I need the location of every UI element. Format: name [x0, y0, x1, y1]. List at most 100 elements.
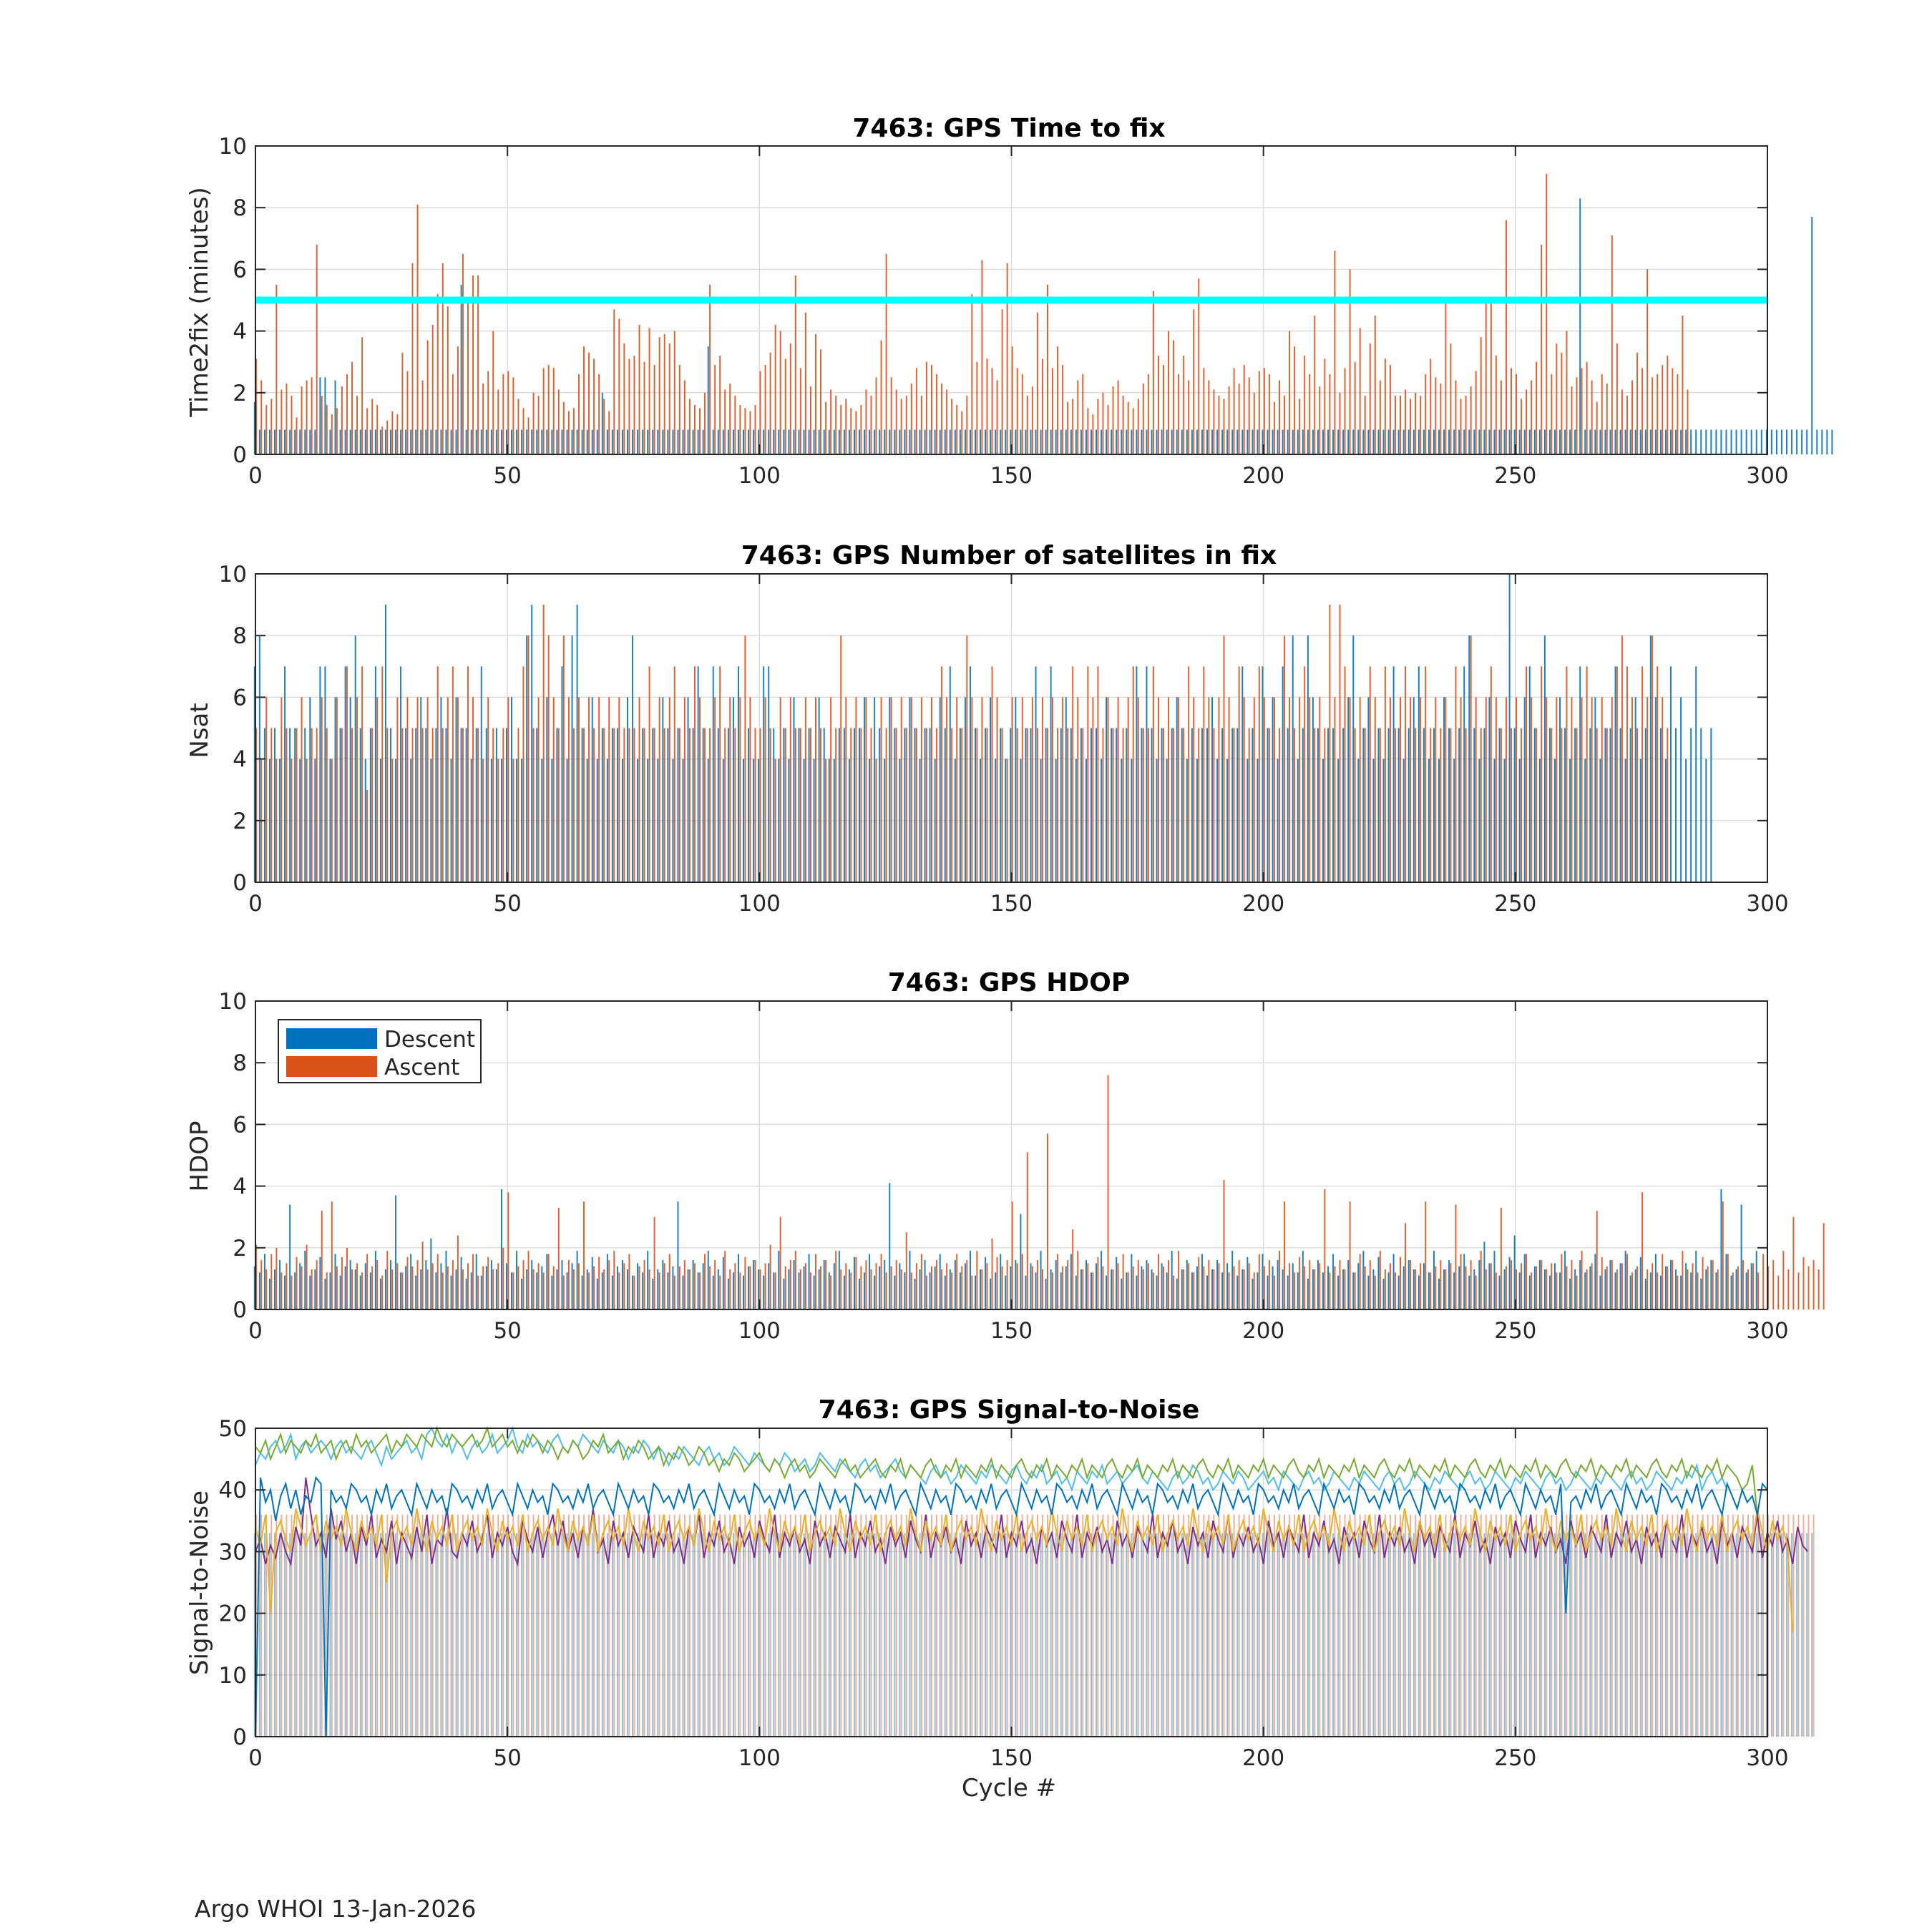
nsat-bar-ascent	[1536, 728, 1538, 882]
nsat-bar-descent	[319, 666, 321, 882]
hdop-bar-descent	[647, 1251, 649, 1309]
time2fix-bar-descent	[1604, 429, 1606, 454]
time2fix-bar-ascent	[441, 263, 444, 454]
snr-bar-ascent	[936, 1514, 938, 1737]
nsat-bar-ascent	[981, 697, 983, 882]
snr-bar-ascent	[996, 1514, 998, 1737]
hdop-bar-ascent	[1092, 1272, 1094, 1309]
nsat-bar-ascent	[789, 697, 791, 882]
hdop-bar-descent	[1498, 1275, 1501, 1309]
hdop-bar-descent	[1176, 1278, 1178, 1309]
nsat-bar-ascent	[719, 666, 721, 882]
hdop-bar-ascent	[436, 1254, 439, 1309]
hdop-bar-descent	[1342, 1269, 1345, 1309]
time2fix-bar-descent	[1493, 429, 1496, 454]
nsat-bar-descent	[717, 728, 719, 882]
time2fix-bar-ascent	[396, 414, 399, 454]
snr-bar-ascent	[900, 1514, 902, 1737]
nsat-bar-ascent	[1374, 697, 1376, 882]
nsat-bar-descent	[274, 728, 275, 882]
time2fix-bar-ascent	[658, 337, 660, 454]
time2fix-bar-descent	[874, 429, 876, 454]
hdop-bar-descent	[753, 1260, 755, 1309]
time2fix-bar-descent	[581, 429, 583, 454]
nsat-bar-ascent	[1359, 697, 1361, 882]
snr-bar-descent	[1493, 1533, 1496, 1737]
snr-bar-descent	[1332, 1533, 1335, 1737]
time2fix-bar-descent	[1533, 429, 1536, 454]
time2fix-bar-descent	[1770, 429, 1772, 454]
hdop-bar-ascent	[1173, 1275, 1175, 1309]
snr-bar-ascent	[1354, 1514, 1356, 1737]
time2fix-bar-descent	[1267, 429, 1269, 454]
nsat-bar-descent	[536, 728, 538, 882]
snr-bar-descent	[601, 1533, 603, 1737]
hdop-bar-descent	[369, 1272, 371, 1309]
time2fix-bar-ascent	[920, 396, 922, 454]
hdop-bar-ascent	[371, 1266, 374, 1309]
time2fix-ytick-label: 4	[233, 319, 247, 345]
hdop-bar-ascent	[1374, 1275, 1376, 1309]
time2fix-bar-descent	[717, 429, 719, 454]
hdop-bar-ascent	[1420, 1263, 1422, 1309]
hdop-bar-descent	[1272, 1266, 1274, 1309]
snr-bar-descent	[642, 1533, 644, 1737]
snr-bar-ascent	[436, 1514, 439, 1737]
hdop-bar-descent	[1659, 1275, 1662, 1309]
snr-bar-descent	[354, 1533, 356, 1737]
hdop-bar-ascent	[1400, 1257, 1402, 1309]
hdop-bar-ascent	[306, 1244, 308, 1309]
snr-bar-descent	[1121, 1533, 1123, 1737]
hdop-bar-descent	[889, 1183, 891, 1309]
time2fix-bar-ascent	[1006, 263, 1008, 454]
snr-bar-ascent	[799, 1514, 801, 1737]
nsat-bar-descent	[450, 758, 452, 882]
snr-bar-ascent	[1475, 1514, 1477, 1737]
hdop-bar-descent	[798, 1272, 800, 1309]
snr-bar-ascent	[406, 1514, 409, 1737]
nsat-bar-ascent	[1516, 697, 1518, 882]
nsat-bar-descent	[395, 758, 397, 882]
hdop-bar-ascent	[880, 1254, 882, 1309]
nsat-bar-ascent	[764, 697, 766, 882]
nsat-bar-descent	[1685, 758, 1687, 882]
hdop-bar-descent	[828, 1272, 830, 1309]
hdop-bar-descent	[1070, 1254, 1072, 1309]
snr-bar-descent	[773, 1533, 775, 1737]
hdop-bar-ascent	[562, 1275, 565, 1309]
nsat-bar-descent	[1116, 728, 1118, 882]
time2fix-bar-ascent	[1581, 368, 1583, 454]
time2fix-bar-descent	[420, 429, 422, 454]
nsat-bar-descent	[1569, 758, 1571, 882]
nsat-bar-ascent	[1072, 666, 1074, 882]
nsat-bar-descent	[768, 666, 770, 882]
time2fix-bar-descent	[1503, 429, 1506, 454]
snr-bar-descent	[1755, 1533, 1757, 1737]
nsat-bar-descent	[823, 728, 825, 882]
nsat-bar-ascent	[744, 635, 746, 882]
time2fix-bar-ascent	[1440, 383, 1442, 454]
hdop-bar-descent	[1538, 1260, 1541, 1309]
time2fix-bar-ascent	[1268, 374, 1270, 454]
snr-bar-ascent	[1203, 1514, 1205, 1737]
time2fix-bar-descent	[1080, 429, 1082, 454]
snr-bar-descent	[561, 1533, 563, 1737]
snr-bar-descent	[1201, 1533, 1203, 1737]
time2fix-bar-ascent	[1183, 356, 1185, 454]
snr-bar-descent	[894, 1533, 896, 1737]
nsat-bar-descent	[657, 758, 659, 882]
hdop-bar-ascent	[401, 1272, 404, 1309]
snr-bar-ascent	[1445, 1514, 1447, 1737]
hdop-bar-ascent	[633, 1275, 635, 1309]
time2fix-bar-ascent	[572, 408, 575, 454]
hdop-bar-ascent	[1026, 1152, 1028, 1309]
snr-bar-ascent	[608, 1514, 610, 1737]
snr-bar-ascent	[603, 1514, 605, 1737]
nsat-bar-ascent	[1107, 697, 1109, 882]
time2fix-bar-descent	[1407, 429, 1410, 454]
hdop-bar-ascent	[1505, 1266, 1507, 1309]
snr-bar-descent	[859, 1533, 861, 1737]
hdop-bar-ascent	[830, 1275, 832, 1309]
nsat-bar-descent	[500, 758, 502, 882]
hdop-bar-ascent	[1672, 1260, 1674, 1309]
